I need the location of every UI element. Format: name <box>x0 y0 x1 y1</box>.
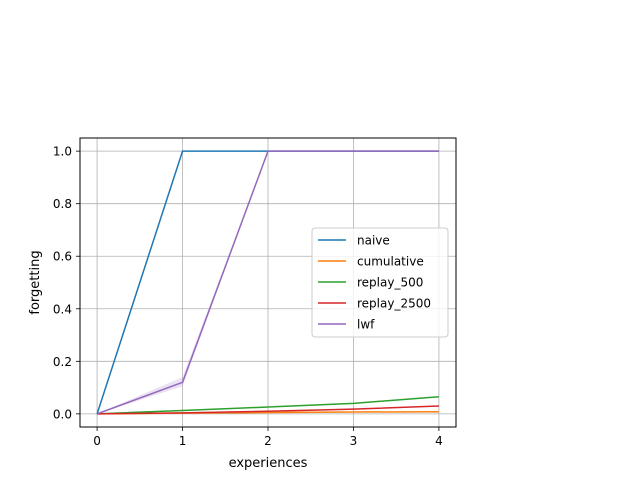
x-tick-label: 3 <box>350 434 358 448</box>
x-tick-label: 2 <box>264 434 272 448</box>
legend-label: lwf <box>357 318 375 332</box>
y-tick-label: 0.8 <box>53 197 72 211</box>
y-tick-label: 0.4 <box>53 302 72 316</box>
legend-box <box>311 227 449 338</box>
y-tick-label: 0.6 <box>53 250 72 264</box>
y-axis-ticks: 0.0 0.2 0.4 0.6 0.8 1.0 <box>53 145 80 421</box>
y-tick-label: 0.0 <box>53 407 72 421</box>
y-tick-label: 1.0 <box>53 145 72 159</box>
series-line-replay_500 <box>97 396 439 415</box>
series-line-replay_2500 <box>97 405 439 415</box>
y-tick-label: 0.2 <box>53 355 72 369</box>
legend-label: replay_2500 <box>357 297 431 311</box>
legend-label: replay_500 <box>357 276 423 290</box>
x-axis-label: experiences <box>229 456 308 471</box>
x-axis-ticks: 0 1 2 3 4 <box>93 427 443 448</box>
series-lines <box>96 150 439 415</box>
series-line-lwf <box>96 150 439 415</box>
x-tick-label: 4 <box>435 434 443 448</box>
y-axis-label: forgetting <box>28 250 43 314</box>
legend-label: naive <box>357 234 390 248</box>
x-tick-label: 0 <box>93 434 101 448</box>
x-tick-label: 1 <box>179 434 187 448</box>
legend-label: cumulative <box>357 255 424 269</box>
